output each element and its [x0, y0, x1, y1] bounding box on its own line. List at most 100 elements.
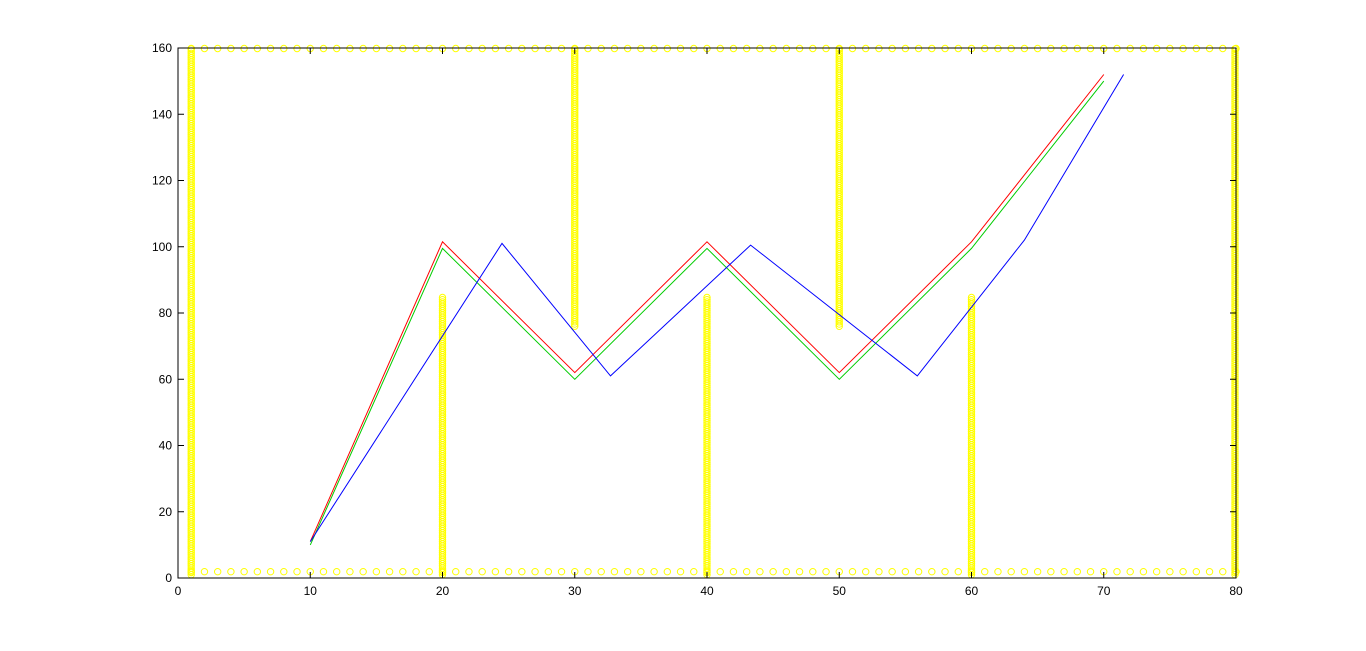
marker-bottom-boundary [1126, 567, 1134, 576]
marker-wall-x40 [703, 295, 711, 304]
marker-bottom-boundary [994, 567, 1002, 576]
marker-bottom-boundary [1047, 567, 1055, 576]
y-tick-label: 20 [159, 505, 173, 519]
marker-bottom-boundary [227, 567, 235, 576]
marker-wall-x40 [703, 293, 711, 302]
series-line-1 [309, 74, 1105, 542]
marker-bottom-boundary [491, 567, 500, 576]
marker-bottom-boundary [888, 567, 896, 576]
marker-bottom-boundary [809, 567, 817, 576]
marker-bottom-boundary [742, 567, 751, 576]
marker-bottom-boundary [372, 567, 381, 576]
marker-bottom-boundary [914, 567, 923, 576]
marker-bottom-boundary [901, 567, 910, 576]
marker-bottom-boundary [399, 567, 407, 576]
marker-bottom-boundary [452, 567, 460, 576]
marker-bottom-boundary [346, 567, 354, 576]
marker-bottom-boundary [213, 567, 222, 576]
marker-bottom-boundary [862, 567, 870, 576]
y-tick-label: 140 [152, 107, 172, 121]
y-tick-label: 60 [159, 372, 173, 386]
marker-bottom-boundary [1007, 567, 1015, 576]
marker-bottom-boundary [1166, 567, 1174, 576]
marker-bottom-boundary [650, 567, 658, 576]
marker-bottom-boundary [610, 567, 619, 576]
marker-bottom-boundary [1060, 567, 1068, 576]
marker-bottom-boundary [478, 567, 486, 576]
marker-bottom-boundary [597, 567, 605, 576]
marker-bottom-boundary [1139, 567, 1148, 576]
marker-wall-x60 [967, 295, 976, 304]
marker-wall-x20 [438, 293, 447, 302]
marker-bottom-boundary [584, 567, 592, 576]
marker-bottom-boundary [385, 567, 394, 576]
marker-bottom-boundary [848, 567, 857, 576]
marker-right-boundary [1231, 45, 1239, 53]
marker-bottom-boundary [1179, 567, 1187, 576]
marker-bottom-boundary [981, 567, 989, 576]
marker-bottom-boundary [637, 567, 645, 576]
marker-bottom-boundary [200, 567, 209, 576]
x-tick-label: 50 [833, 584, 847, 598]
marker-bottom-boundary [253, 567, 262, 576]
marker-bottom-boundary [1020, 567, 1029, 576]
x-tick-label: 30 [568, 584, 582, 598]
marker-bottom-boundary [795, 567, 804, 576]
marker-bottom-boundary [769, 567, 777, 576]
marker-bottom-boundary [333, 567, 341, 576]
y-tick-label: 40 [159, 439, 173, 453]
marker-bottom-boundary [822, 567, 830, 576]
marker-bottom-boundary [875, 567, 883, 576]
marker-bottom-boundary [280, 567, 288, 576]
marker-left-boundary [187, 49, 195, 57]
y-axis-tick-labels: 0 20 40 60 80 100 120 140 160 [152, 41, 172, 585]
marker-bottom-boundary [1205, 567, 1214, 576]
marker-bottom-boundary [1152, 567, 1161, 576]
series-line-3 [309, 74, 1125, 542]
marker-bottom-boundary [557, 567, 566, 576]
series-layer [309, 74, 1125, 546]
marker-bottom-boundary [941, 567, 949, 576]
marker-bottom-boundary [928, 567, 936, 576]
marker-bottom-boundary [1113, 567, 1121, 576]
x-tick-label: 70 [1097, 584, 1111, 598]
marker-bottom-boundary [756, 567, 764, 576]
marker-bottom-boundary [266, 567, 275, 576]
y-tick-label: 120 [152, 174, 172, 188]
marker-wall-x20 [438, 295, 447, 304]
marker-bottom-boundary [293, 567, 301, 576]
marker-bottom-boundary [1192, 567, 1201, 576]
marker-bottom-boundary [359, 567, 367, 576]
marker-bottom-boundary [1073, 567, 1082, 576]
series-line-2 [309, 80, 1105, 546]
marker-bottom-boundary [544, 567, 552, 576]
marker-bottom-boundary [425, 567, 433, 576]
marker-left-boundary [187, 45, 195, 53]
marker-wall-x40 [703, 298, 711, 306]
x-tick-label: 0 [175, 584, 182, 598]
y-tick-label: 80 [159, 306, 173, 320]
marker-bottom-boundary [531, 567, 539, 576]
marker-bottom-boundary [690, 567, 698, 576]
x-tick-label: 60 [965, 584, 979, 598]
marker-bottom-boundary [412, 567, 420, 576]
yellow-marker-layer [187, 44, 1240, 579]
x-tick-label: 20 [436, 584, 450, 598]
marker-bottom-boundary [1033, 567, 1042, 576]
marker-bottom-boundary [676, 567, 685, 576]
y-tick-label: 160 [152, 41, 172, 55]
axis-ticks [177, 47, 1237, 579]
marker-wall-x60 [967, 293, 976, 302]
marker-bottom-boundary [1086, 567, 1095, 576]
x-tick-label: 80 [1229, 584, 1243, 598]
marker-bottom-boundary [623, 567, 632, 576]
marker-right-boundary [1231, 49, 1239, 57]
marker-bottom-boundary [518, 567, 526, 576]
marker-wall-x60 [967, 298, 976, 306]
marker-bottom-boundary [729, 567, 738, 576]
marker-bottom-boundary [319, 567, 328, 576]
marker-bottom-boundary [465, 567, 473, 576]
marker-bottom-boundary [504, 567, 513, 576]
